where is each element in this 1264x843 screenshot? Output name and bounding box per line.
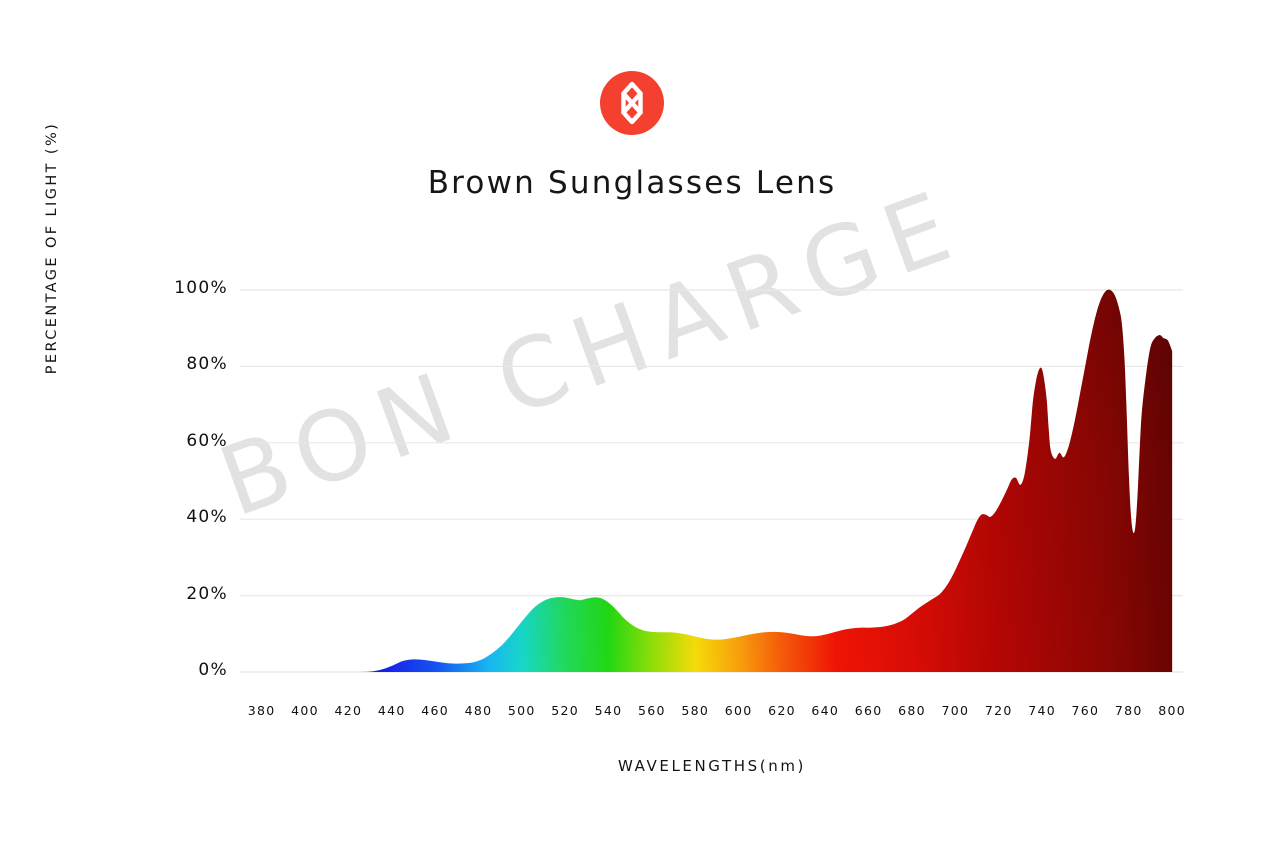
- x-axis-tick-label: 620: [768, 703, 796, 718]
- x-axis-tick-label: 700: [941, 703, 970, 718]
- y-axis-tick-label: 80%: [186, 354, 228, 375]
- transmission-area-shading: [261, 289, 1173, 673]
- x-axis-tick-label: 760: [1071, 703, 1100, 718]
- x-axis-tick-label: 420: [334, 703, 363, 718]
- x-axis-tick-label: 640: [811, 703, 840, 718]
- x-axis-tick-label: 480: [464, 703, 493, 718]
- x-axis-tick-label: 600: [724, 703, 753, 718]
- bon-charge-knot-logo-icon: [600, 71, 664, 135]
- y-axis-tick-label: 0%: [198, 660, 228, 680]
- x-axis-tick-label: 540: [594, 703, 623, 718]
- page-title: Brown Sunglasses Lens: [427, 165, 837, 201]
- y-axis-tick-label: 100%: [174, 278, 228, 298]
- x-axis-tick-label: 520: [551, 703, 580, 718]
- x-axis-tick-label: 460: [421, 703, 449, 718]
- x-axis-title: WAVELENGTHS(nm): [618, 757, 806, 775]
- x-axis-tick-label: 740: [1028, 703, 1056, 718]
- x-axis-tick-label: 560: [637, 703, 666, 718]
- y-axis-tick-label: 40%: [186, 507, 228, 528]
- brand-logo: [600, 71, 664, 135]
- x-axis-tick-label: 720: [984, 703, 1013, 718]
- x-axis-tick-label: 400: [291, 703, 319, 718]
- y-axis-tick-labels: 0% 20% 40% 60% 80% 100%: [128, 0, 228, 843]
- logo-knot-lower: [621, 100, 643, 125]
- x-axis-tick-label: 380: [247, 703, 276, 718]
- y-axis-tick-label: 20%: [186, 583, 228, 604]
- logo-knot-sides: [621, 91, 643, 115]
- x-axis-tick-label: 800: [1158, 703, 1187, 718]
- x-axis-tick-label: 580: [681, 703, 710, 718]
- x-axis-tick-label: 660: [854, 703, 883, 718]
- x-axis-tick-label: 440: [377, 703, 406, 718]
- x-axis-tick-label: 680: [898, 703, 926, 718]
- x-axis-tick-label: 780: [1114, 703, 1143, 718]
- y-axis-tick-label: 60%: [186, 430, 228, 451]
- x-axis-tick-label: 500: [507, 703, 536, 718]
